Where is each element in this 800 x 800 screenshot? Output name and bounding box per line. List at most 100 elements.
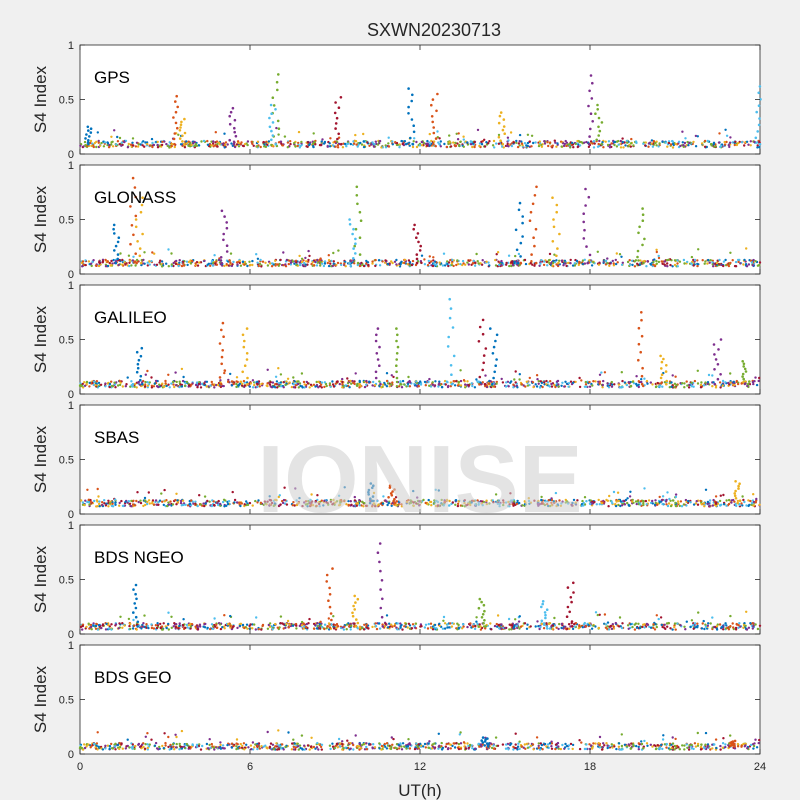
data-point (597, 263, 601, 266)
data-point (349, 260, 352, 263)
data-point (116, 135, 119, 139)
data-point (401, 142, 404, 146)
data-point (352, 259, 355, 262)
data-point (223, 132, 226, 135)
data-point (584, 383, 588, 386)
data-point (154, 624, 158, 627)
data-point (410, 263, 414, 267)
data-point (438, 137, 441, 140)
spike-point (223, 215, 226, 218)
data-point (203, 259, 206, 263)
data-point (354, 133, 357, 137)
data-point (657, 145, 660, 148)
data-point (752, 504, 756, 507)
data-point (481, 381, 484, 384)
data-point (729, 136, 732, 139)
spike-point (746, 382, 750, 386)
data-point (423, 263, 427, 266)
data-point (477, 380, 480, 383)
spike-point (446, 345, 450, 348)
spike-point (435, 109, 438, 113)
data-point (567, 261, 570, 265)
data-point (185, 623, 189, 627)
data-point (517, 252, 521, 256)
data-point (625, 139, 629, 143)
data-point (175, 380, 178, 384)
data-point (258, 385, 261, 388)
data-point (387, 142, 390, 145)
data-point (216, 383, 220, 387)
data-point (305, 260, 308, 263)
data-point (101, 501, 104, 504)
data-point (712, 142, 716, 146)
data-point (661, 140, 664, 143)
data-point (174, 625, 178, 629)
data-point (469, 503, 472, 507)
data-point (729, 372, 732, 375)
data-point (753, 140, 756, 144)
data-point (400, 260, 403, 263)
data-point (540, 145, 544, 148)
data-point (97, 141, 101, 144)
data-point (385, 385, 389, 388)
data-point (321, 138, 324, 141)
data-point (683, 386, 686, 389)
data-point (472, 623, 476, 626)
data-point (532, 385, 535, 389)
data-point (674, 628, 677, 631)
data-point (110, 135, 113, 138)
data-point (573, 622, 576, 626)
data-point (537, 625, 540, 628)
data-point (756, 627, 760, 631)
data-point (480, 140, 483, 143)
data-point (341, 380, 344, 384)
data-point (362, 145, 366, 149)
data-point (754, 376, 757, 379)
scatter-points (80, 176, 762, 268)
data-point (337, 249, 340, 252)
data-point (113, 129, 116, 132)
data-point (743, 144, 746, 147)
data-point (248, 260, 251, 263)
data-point (187, 144, 190, 147)
data-point (483, 138, 486, 141)
data-point (144, 141, 147, 144)
data-point (753, 380, 756, 383)
data-point (729, 614, 732, 618)
data-point (756, 264, 760, 267)
data-point (372, 145, 376, 148)
data-point (466, 261, 469, 264)
data-point (692, 140, 695, 144)
data-point (159, 622, 162, 626)
data-point (480, 263, 484, 266)
data-point (477, 501, 480, 504)
data-point (315, 383, 319, 387)
data-point (629, 142, 633, 145)
data-point (87, 622, 90, 625)
data-point (378, 139, 382, 143)
data-point (430, 139, 433, 143)
data-point (395, 500, 399, 503)
data-point (159, 626, 162, 630)
data-point (155, 385, 159, 388)
data-point (477, 262, 480, 265)
data-point (92, 380, 96, 383)
data-point (674, 375, 677, 378)
data-point (635, 375, 638, 378)
data-point (529, 625, 532, 628)
spike-point (418, 249, 422, 252)
data-point (235, 143, 239, 146)
spike-point (719, 338, 723, 341)
data-point (108, 382, 112, 386)
data-point (443, 499, 446, 502)
data-point (264, 261, 267, 264)
data-point (751, 622, 754, 625)
data-point (754, 260, 757, 263)
data-point (374, 505, 377, 508)
data-point (312, 383, 316, 386)
data-point (620, 263, 624, 266)
data-point (592, 624, 595, 627)
data-point (161, 382, 164, 385)
data-point (229, 624, 232, 628)
data-point (718, 258, 721, 262)
